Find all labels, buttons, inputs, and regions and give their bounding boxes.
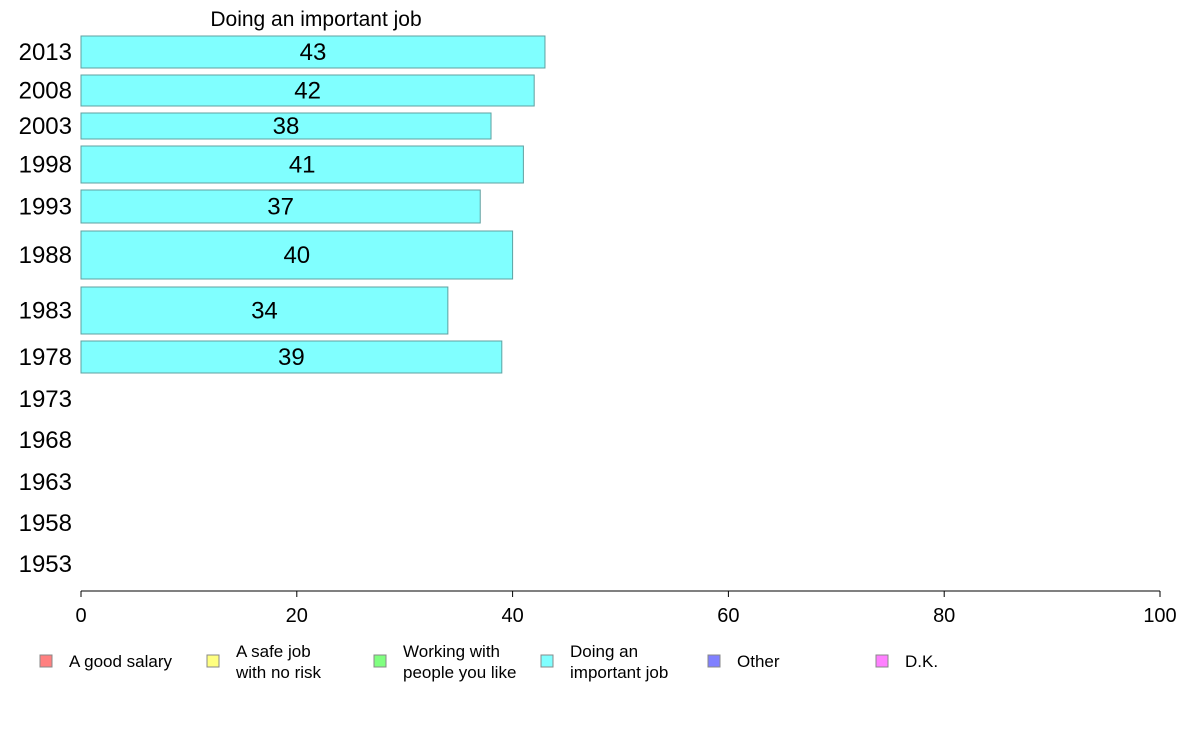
legend-item: Other (707, 652, 780, 671)
x-tick-label: 40 (501, 605, 523, 627)
bar (80, 230, 514, 280)
legend-label: Working with (403, 642, 500, 661)
y-tick-label: 1983 (19, 298, 72, 325)
y-tick-label: 1958 (19, 510, 72, 537)
legend-item: A safe job with no risk (206, 642, 322, 682)
y-tick-label: 1953 (19, 551, 72, 578)
legend-label: people you like (403, 663, 516, 682)
bar-value-label: 41 (289, 152, 316, 179)
y-axis-labels: 2013 2008 2003 1998 1993 1988 1983 1978 1973 1968… (19, 39, 72, 578)
legend-label: with no risk (235, 663, 322, 682)
chart-title: Doing an important job (210, 8, 421, 31)
bar-value-label: 34 (251, 298, 278, 325)
bar (80, 145, 524, 184)
x-tick-label: 20 (286, 605, 308, 627)
bar-value-label: 43 (300, 39, 327, 66)
legend-label: D.K. (905, 652, 938, 671)
y-tick-label: 1998 (19, 152, 72, 179)
y-tick-label: 2003 (19, 113, 72, 140)
legend-label: A good salary (69, 652, 173, 671)
y-tick-label: 1968 (19, 427, 72, 454)
y-tick-label: 1993 (19, 194, 72, 221)
bar (80, 189, 481, 224)
legend-swatch (373, 654, 387, 668)
y-tick-label: 1963 (19, 469, 72, 496)
legend-label: A safe job (236, 642, 311, 661)
legend-label: important job (570, 663, 668, 682)
y-tick-label: 2008 (19, 78, 72, 105)
legend-swatch (875, 654, 889, 668)
legend-label: Other (737, 652, 780, 671)
bar (80, 74, 535, 107)
x-tick-label: 0 (75, 605, 86, 627)
legend-label: Doing an (570, 642, 638, 661)
y-tick-label: 1978 (19, 344, 72, 371)
legend: A good salary A safe job with no risk Worki… (39, 642, 938, 682)
bar-value-label: 42 (294, 78, 321, 105)
bar-value-label: 40 (283, 242, 310, 269)
x-tick-label: 60 (717, 605, 739, 627)
y-tick-label: 1988 (19, 242, 72, 269)
legend-swatch (39, 654, 53, 668)
bar-value-label: 39 (278, 344, 305, 371)
legend-item: D.K. (875, 652, 938, 671)
bar (80, 340, 503, 374)
bar (80, 286, 449, 335)
x-tick-label: 80 (933, 605, 955, 627)
bar-value-label: 37 (267, 194, 294, 221)
y-tick-label: 1973 (19, 386, 72, 413)
legend-item: A good salary (39, 652, 173, 671)
legend-swatch (540, 654, 554, 668)
legend-swatch (206, 654, 220, 668)
x-axis: 0 20 40 60 80 100 (75, 590, 1177, 627)
x-tick-label: 100 (1143, 605, 1176, 627)
bar-value-label: 38 (273, 113, 300, 140)
bar (80, 35, 546, 69)
y-tick-label: 2013 (19, 39, 72, 66)
bar (80, 112, 492, 140)
legend-item: Working with people you like (373, 642, 516, 682)
legend-swatch (707, 654, 721, 668)
legend-item: Doing an important job (540, 642, 668, 682)
